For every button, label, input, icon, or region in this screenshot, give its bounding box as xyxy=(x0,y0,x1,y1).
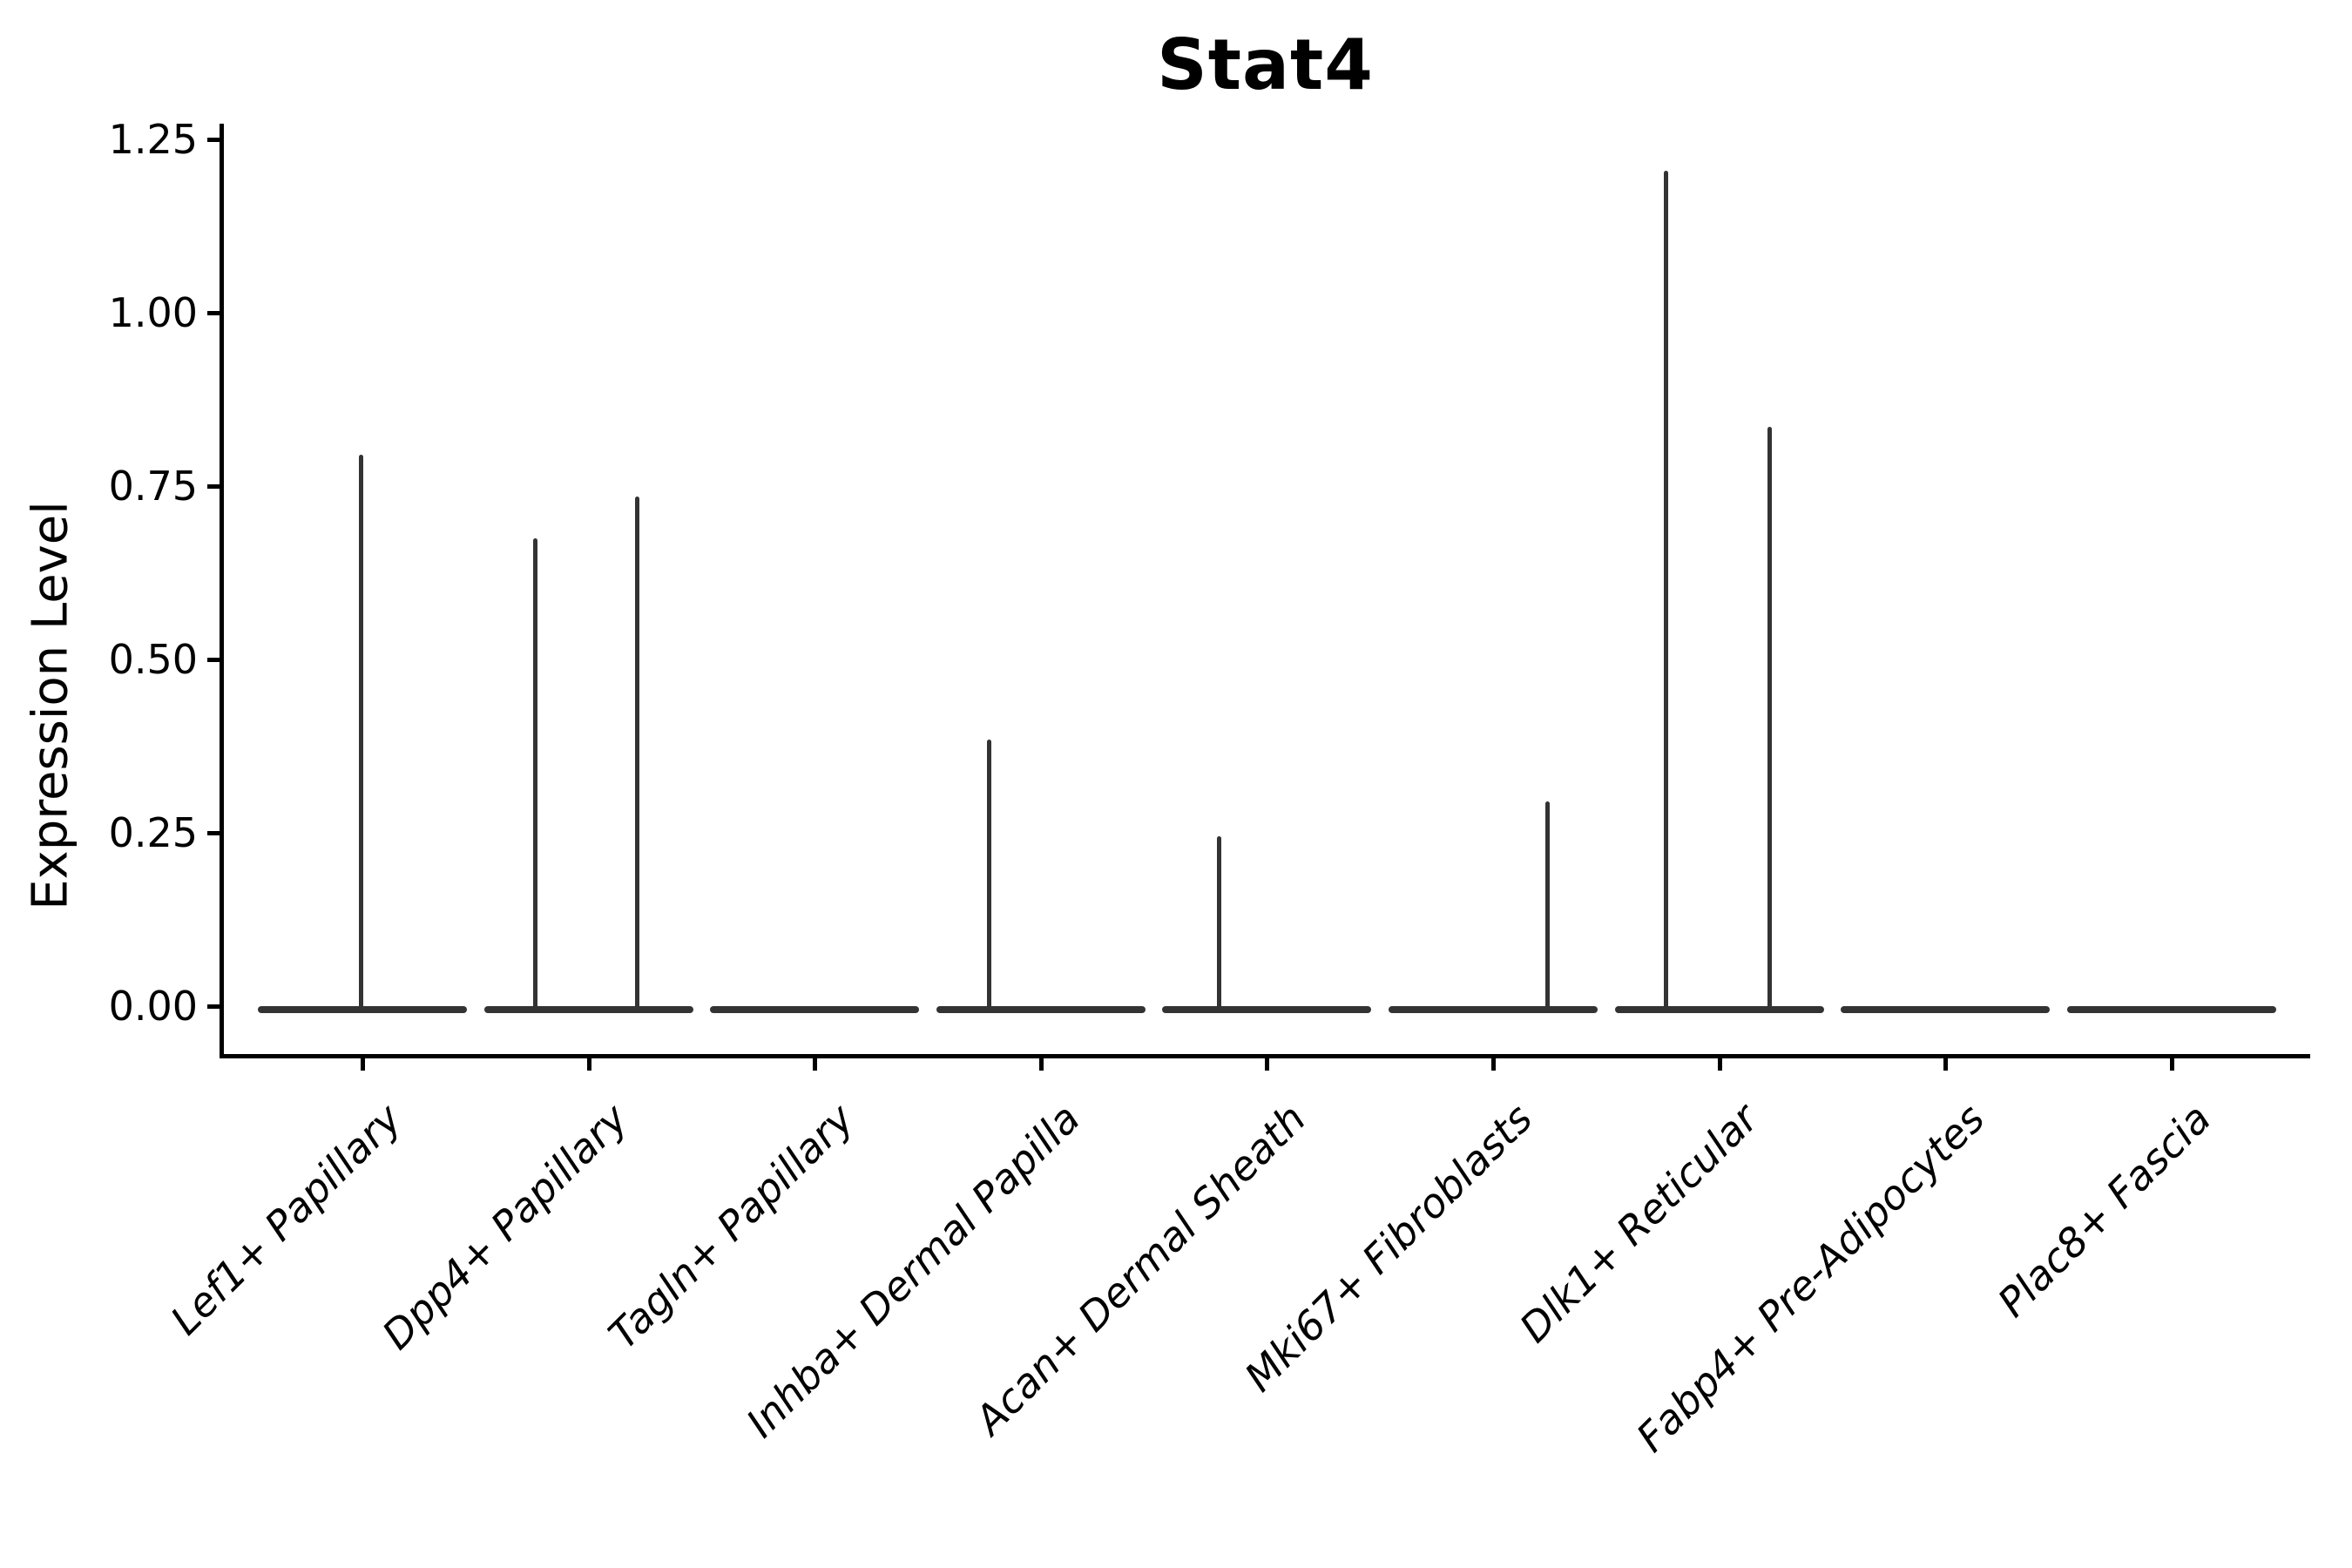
violin-baseline xyxy=(483,1006,693,1013)
x-tick-label: Dlk1+ Reticular xyxy=(1510,1094,1767,1352)
violin-baseline xyxy=(1614,1006,1824,1013)
x-axis-tick xyxy=(361,1056,365,1071)
violin-density-spike xyxy=(1545,801,1550,1011)
y-tick-label: 0.50 xyxy=(108,636,198,683)
y-axis-tick xyxy=(207,831,222,835)
x-axis-tick xyxy=(1717,1056,1722,1071)
y-axis-tick xyxy=(207,658,222,662)
violin-density-spike xyxy=(1664,171,1668,1011)
violin-density-spike xyxy=(359,455,363,1011)
violin-density-spike xyxy=(1217,836,1221,1011)
y-axis-tick xyxy=(207,484,222,489)
x-axis-tick xyxy=(2169,1056,2174,1071)
x-tick-label: Dpp4+ Papillary xyxy=(372,1094,637,1359)
y-axis-tick xyxy=(207,138,222,142)
y-tick-label: 0.00 xyxy=(108,983,198,1030)
x-tick-label: Plac8+ Fascia xyxy=(1988,1094,2220,1327)
violin-baseline xyxy=(1841,1006,2051,1013)
violin-baseline xyxy=(1162,1006,1372,1013)
chart-title: Stat4 xyxy=(1157,24,1374,105)
violin-density-spike xyxy=(1767,427,1772,1011)
violin-baseline xyxy=(936,1006,1146,1013)
y-tick-label: 1.25 xyxy=(108,116,198,163)
x-axis-tick xyxy=(1265,1056,1270,1071)
violin-baseline xyxy=(2066,1006,2276,1013)
y-tick-label: 0.25 xyxy=(108,809,198,856)
y-tick-label: 1.00 xyxy=(108,289,198,336)
x-axis-tick xyxy=(813,1056,818,1071)
x-axis-tick xyxy=(1943,1056,1949,1071)
y-axis-spine xyxy=(220,124,224,1058)
violin-density-spike xyxy=(533,538,537,1011)
x-axis-spine xyxy=(220,1054,2310,1058)
x-axis-tick xyxy=(1491,1056,1496,1071)
violin-density-spike xyxy=(635,497,639,1011)
x-tick-label: Lef1+ Papillary xyxy=(160,1094,410,1344)
x-axis-tick xyxy=(586,1056,591,1071)
violin-density-spike xyxy=(987,740,991,1011)
x-axis-tick xyxy=(1038,1056,1044,1071)
x-tick-label: Tagln+ Papillary xyxy=(598,1094,863,1359)
violin-baseline xyxy=(710,1006,920,1013)
y-axis-tick xyxy=(207,311,222,315)
violin-baseline xyxy=(1389,1006,1598,1013)
y-axis-tick xyxy=(207,1004,222,1009)
y-tick-label: 0.75 xyxy=(108,463,198,510)
